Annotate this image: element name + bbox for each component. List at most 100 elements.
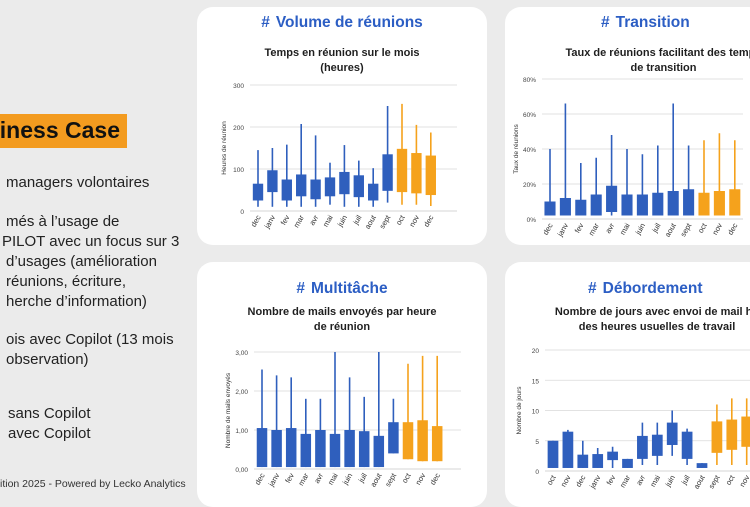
x-tick-label: dec: [574, 473, 588, 488]
box: [396, 148, 408, 193]
chart-multitache: 0,00 1,00 2,00 3,00 Nombre de mails envoyés d…: [225, 350, 461, 489]
box: [729, 189, 741, 216]
box: [252, 183, 264, 201]
box: [353, 175, 364, 198]
y-axis-label: Nombre de jours: [516, 386, 523, 435]
box: [575, 199, 587, 216]
x-tick-label: juil: [356, 471, 369, 485]
x-tick-label: avr: [307, 213, 320, 227]
chart-title-line-1: Taux de réunions facilitant des temps: [565, 47, 750, 59]
box: [339, 171, 350, 195]
x-tick-label: oct: [545, 473, 558, 487]
x-tick-label: mai: [618, 221, 632, 236]
box: [544, 201, 556, 216]
box: [711, 421, 723, 453]
x-tick-label: avr: [603, 221, 616, 235]
box: [713, 191, 725, 216]
card-heading-label: Débordement: [602, 280, 703, 297]
chart-title-line-1: Nombre de jours avec envoi de mail ho: [554, 306, 750, 318]
x-tick-label: oct: [394, 213, 407, 227]
x-tick-label: sept: [383, 471, 398, 489]
panel-line-7: ois avec Copilot (13 mois: [6, 331, 174, 348]
y-tick-label: 60%: [523, 112, 536, 119]
x-tick-label: aout: [363, 213, 379, 231]
x-tick-label: sept: [678, 221, 693, 239]
panel-line-3: PILOT avec un focus sur 3: [2, 233, 180, 250]
box: [411, 153, 422, 194]
hash-icon: #: [588, 280, 597, 297]
x-tick-label: juin: [663, 474, 677, 489]
hash-icon: #: [601, 14, 610, 31]
x-tick-label: dec: [249, 213, 263, 228]
y-tick-label: 200: [233, 125, 244, 132]
x-tick-label: oct: [724, 473, 737, 487]
y-tick-label: 10: [532, 409, 540, 416]
card-heading: # Multitâche: [197, 280, 487, 298]
business-case-badge: siness Case: [0, 114, 127, 148]
x-tick-label: juin: [335, 214, 349, 229]
box: [667, 191, 679, 216]
panel-line-5: réunions, écriture,: [6, 273, 127, 290]
box: [382, 154, 393, 191]
x-tick-label: nov: [413, 471, 427, 486]
x-tick-label: dec: [253, 471, 267, 486]
box: [681, 431, 693, 459]
x-tick-label: fev: [279, 213, 292, 226]
x-tick-label: aout: [692, 473, 708, 491]
chart-title: Nombre de mails envoyés par heure de réu…: [197, 305, 487, 335]
y-tick-label: 5: [535, 439, 539, 446]
y-axis-label: Heures de réunion: [221, 121, 228, 175]
x-tick-label: sept: [377, 213, 392, 231]
y-tick-label: 300: [233, 83, 244, 90]
x-tick-label: janv: [266, 471, 281, 488]
y-tick-label: 0: [240, 209, 244, 216]
y-tick-label: 1,00: [235, 428, 248, 435]
box: [726, 419, 738, 450]
y-tick-label: 20: [532, 348, 540, 355]
card-heading: # Débordement: [588, 280, 750, 298]
x-tick-label: janv: [587, 473, 602, 490]
box: [696, 463, 708, 468]
chart-title-line-1: Nombre de mails envoyés par heure: [247, 306, 437, 318]
card-heading: # Volume de réunions: [197, 14, 487, 32]
box: [590, 194, 602, 216]
x-tick-label: juin: [633, 222, 647, 237]
x-tick-label: fev: [573, 221, 586, 234]
box: [267, 170, 278, 193]
box: [368, 183, 379, 201]
y-axis-label: Taux de réunions: [513, 124, 520, 174]
card-multitache: # Multitâche Nombre de mails envoyés par …: [197, 262, 487, 507]
box: [256, 428, 268, 468]
y-tick-label: 0%: [527, 217, 537, 224]
x-tick-label: nov: [738, 473, 750, 488]
x-tick-label: fev: [605, 473, 618, 486]
legend-with-copilot: avec Copilot: [8, 425, 91, 442]
x-tick-label: aout: [368, 471, 384, 489]
card-heading-label: Volume de réunions: [275, 14, 423, 31]
box: [315, 430, 326, 468]
card-debordement: # Débordement Nombre de jours avec envoi …: [505, 262, 750, 507]
y-tick-label: 20%: [523, 182, 536, 189]
card-transition: # Transition Taux de réunions facilitant …: [505, 7, 750, 245]
chart-title: Temps en réunion sur le mois (heures): [197, 46, 487, 76]
x-tick-label: janv: [262, 213, 277, 230]
x-tick-label: janv: [555, 221, 570, 238]
y-tick-label: 100: [233, 167, 244, 174]
box: [310, 179, 321, 200]
box: [577, 454, 589, 468]
chart-title-line-2: des heures usuelles de travail: [578, 321, 736, 333]
box: [636, 194, 648, 216]
box: [621, 194, 633, 216]
card-volume-reunions: # Volume de réunions Temps en réunion sur…: [197, 7, 487, 245]
box: [637, 435, 648, 459]
card-heading-label: Transition: [615, 14, 690, 31]
legend-without-copilot: sans Copilot: [8, 405, 91, 422]
box: [651, 434, 663, 456]
box: [652, 192, 664, 216]
box: [606, 185, 618, 212]
x-tick-label: juil: [679, 473, 692, 487]
x-tick-label: mai: [326, 471, 340, 486]
x-tick-label: juin: [340, 472, 354, 487]
x-tick-label: mar: [618, 473, 633, 489]
x-tick-label: mar: [292, 213, 307, 229]
